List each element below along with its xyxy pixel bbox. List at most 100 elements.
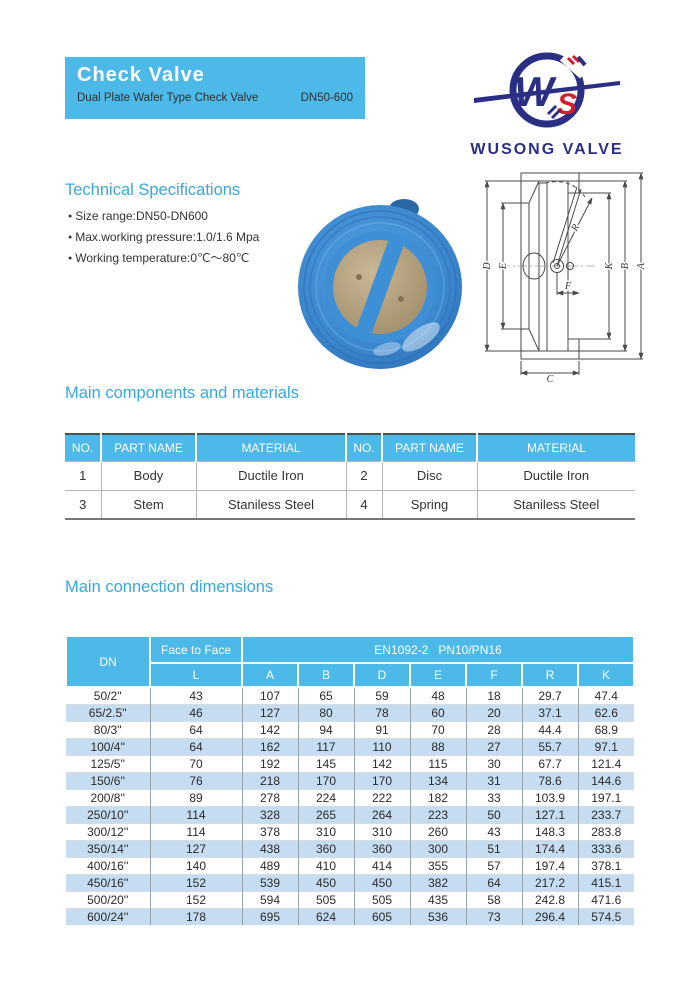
table-cell: 89 [149,789,243,807]
table-cell: 415.1 [577,874,635,892]
table-cell: 48 [409,686,467,705]
table-cell: 107 [241,686,299,705]
table-cell: 70 [409,721,467,739]
table-cell: 33 [465,789,523,807]
table-cell: 64 [149,738,243,756]
table-cell: 94 [297,721,355,739]
table-cell: 162 [241,738,299,756]
column-header: MATERIAL [476,434,635,461]
table-cell: 78.6 [521,772,579,790]
table-row: 300/12'' 114 378 310 310 260 43 148.3 283.8 [66,823,635,841]
table-cell: 450 [297,874,355,892]
table-cell: 300 [409,840,467,858]
table-cell: 114 [149,823,243,841]
table-row: 50/2'' 43 107 65 59 48 18 29.7 47.4 [66,686,635,705]
table-cell: 55.7 [521,738,579,756]
table-cell: 450/16'' [66,874,151,892]
table-cell: 242.8 [521,891,579,909]
table-cell: 148.3 [521,823,579,841]
table-cell: 536 [409,908,467,925]
dim-label-k: K [604,261,615,270]
table-cell: 360 [297,840,355,858]
dim-label-b: B [620,263,631,269]
components-header-row: NO. PART NAME MATERIAL NO. PART NAME MATERIAL [65,434,635,461]
column-header: F [465,662,523,688]
table-cell: 88 [409,738,467,756]
table-cell: 170 [297,772,355,790]
table-cell: 414 [353,857,411,875]
table-cell: 574.5 [577,908,635,925]
table-cell: 114 [149,806,243,824]
table-cell: 505 [353,891,411,909]
table-cell: 233.7 [577,806,635,824]
column-header: NO. [65,434,101,461]
table-cell: 197.1 [577,789,635,807]
table-row: 150/6'' 76 218 170 170 134 31 78.6 144.6 [66,772,635,790]
table-cell: 64 [149,721,243,739]
valve-technical-drawing: R K B A D E F C [481,172,649,383]
table-cell: 50 [465,806,523,824]
column-header: R [521,662,579,688]
spec-item: Working temperature:0℃～80℃ [68,248,259,269]
table-cell: 192 [241,755,299,773]
table-cell: 278 [241,789,299,807]
table-cell: 450 [353,874,411,892]
table-cell: 178 [149,908,243,925]
table-cell: 37.1 [521,704,579,722]
table-cell: 360 [353,840,411,858]
components-table: NO. PART NAME MATERIAL NO. PART NAME MATERIAL… [65,433,635,520]
table-cell: 296.4 [521,908,579,925]
components-body: 1 Body Ductile Iron 2 Disc Ductile Iron 3 Stem S… [65,460,635,519]
brand-logo: W S WUSONG VALVE [462,48,632,159]
table-cell: 170 [353,772,411,790]
table-row: 350/14'' 127 438 360 360 300 51 174.4 333.6 [66,840,635,858]
column-header-face-to-face: Face to Face [149,635,243,664]
column-header: B [297,662,355,688]
table-cell: 80/3'' [66,721,151,739]
table-cell: 150/6'' [66,772,151,790]
table-cell: Body [100,460,197,491]
dim-label-f: F [564,281,572,292]
svg-text:S: S [557,88,577,121]
table-cell: 328 [241,806,299,824]
table-cell: 97.1 [577,738,635,756]
table-cell: 68.9 [577,721,635,739]
table-cell: 283.8 [577,823,635,841]
tech-spec-list: Size range:DN50-DN600Max.working pressur… [68,206,259,269]
table-cell: 605 [353,908,411,925]
table-row: 400/16'' 140 489 410 414 355 57 197.4 378.1 [66,857,635,875]
table-cell: 400/16'' [66,857,151,875]
table-cell: 20 [465,704,523,722]
table-cell: 121.4 [577,755,635,773]
table-cell: 144.6 [577,772,635,790]
table-cell: 500/20'' [66,891,151,909]
table-cell: 31 [465,772,523,790]
table-cell: Staniless Steel [476,489,635,519]
table-cell: 117 [297,738,355,756]
column-header: MATERIAL [195,434,346,461]
table-cell: 152 [149,874,243,892]
table-cell: 378 [241,823,299,841]
table-cell: 218 [241,772,299,790]
table-cell: 70 [149,755,243,773]
column-header: A [241,662,299,688]
table-cell: Spring [381,489,478,519]
table-cell: 152 [149,891,243,909]
dim-label-e: E [498,263,509,270]
table-cell: 2 [345,460,383,491]
table-cell: 58 [465,891,523,909]
table-cell: 624 [297,908,355,925]
table-row: 3 Stem Staniless Steel 4 Spring Staniless Ste… [65,489,635,519]
table-cell: 127 [241,704,299,722]
spec-item: Max.working pressure:1.0/1.6 Mpa [68,227,259,248]
table-cell: 489 [241,857,299,875]
table-cell: Staniless Steel [195,489,347,519]
table-cell: 44.4 [521,721,579,739]
dim-label-r: R [569,223,582,234]
table-cell: 103.9 [521,789,579,807]
page-subtitle: Dual Plate Wafer Type Check Valve [77,92,259,104]
table-row: 80/3'' 64 142 94 91 70 28 44.4 68.9 [66,721,635,739]
column-header: PART NAME [381,434,477,461]
table-cell: 310 [353,823,411,841]
table-cell: 43 [149,686,243,705]
